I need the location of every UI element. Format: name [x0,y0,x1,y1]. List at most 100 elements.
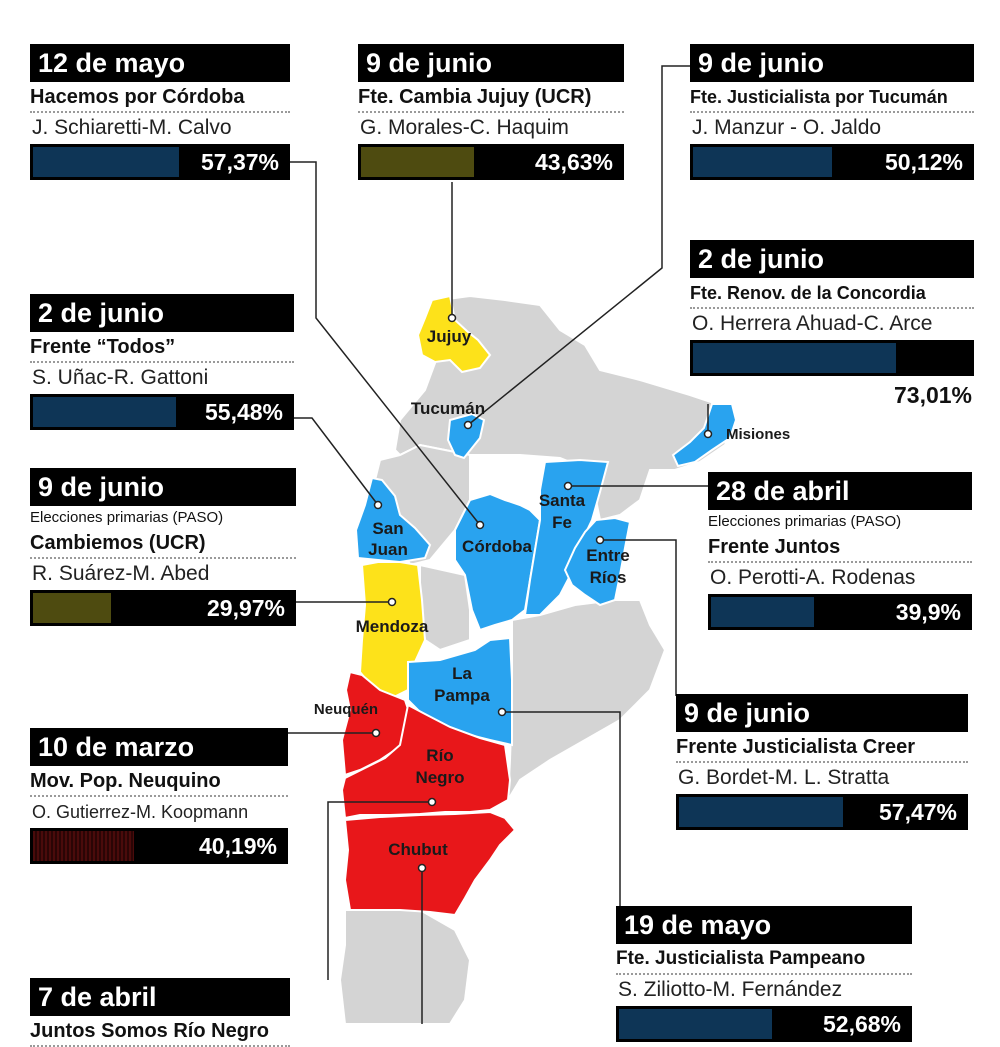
card-cordoba: 12 de mayo Hacemos por Córdoba J. Schiar… [30,44,290,180]
result-percent: 50,12% [884,149,963,175]
card-date: 2 de junio [690,240,974,278]
label-jujuy: Jujuy [426,327,472,346]
result-percent: 29,97% [206,595,285,621]
dot-mendoza [387,597,397,607]
label-entre-rios-2: Ríos [589,568,627,587]
card-party: Frente “Todos” [30,332,294,363]
result-bar: 52,68% [616,1006,912,1042]
dot-jujuy [447,313,457,323]
label-la-pampa-2: Pampa [434,686,490,705]
result-percent: 57,47% [878,799,957,825]
land-buenos-aires [507,599,667,801]
card-rio-negro: 7 de abril Juntos Somos Río Negro [30,978,290,1047]
card-misiones: 2 de junio Fte. Renov. de la Concordia O… [690,240,974,410]
result-bar: 40,19% [30,828,288,864]
card-candidates: O. Perotti-A. Rodenas [710,566,916,589]
result-bar [690,340,974,376]
dot-chubut [417,863,427,873]
card-candidates: J. Schiaretti-M. Calvo [32,116,232,139]
label-san-juan-1: San [372,519,404,538]
leader-entre-rios [600,539,677,696]
card-san-juan: 2 de junio Frente “Todos” S. Uñac-R. Gat… [30,294,294,430]
card-candidates: J. Manzur - O. Jaldo [692,116,882,139]
card-note: Elecciones primarias (PASO) [30,509,224,526]
result-percent: 57,37% [200,149,279,175]
card-party: Frente Justicialista Creer [676,732,968,763]
result-bar-fill [619,1009,772,1039]
label-entre-rios-1: Entre [586,546,630,565]
card-date: 28 de abril [708,472,972,510]
card-santa-fe: 28 de abril Elecciones primarias (PASO) … [708,472,972,630]
card-la-pampa: 19 de mayo Fte. Justicialista Pampeano S… [616,906,912,1042]
land-san-luis [419,563,471,652]
card-party: Mov. Pop. Neuquino [30,766,288,797]
result-bar: 50,12% [690,144,974,180]
card-candidates: R. Suárez-M. Abed [32,562,210,585]
leader-rio-negro [327,801,432,980]
dot-entre-rios [595,535,605,545]
province-jujuy-shape [416,294,492,374]
label-santa-fe-1: Santa [538,491,586,510]
label-neuquen: Neuquén [313,701,379,718]
province-san-juan-shape [354,476,432,564]
card-date: 10 de marzo [30,728,288,766]
result-bar: 39,9% [708,594,972,630]
dot-la-pampa [497,707,507,717]
card-candidates: O. Herrera Ahuad-C. Arce [692,312,933,335]
card-neuquen: 10 de marzo Mov. Pop. Neuquino O. Gutier… [30,728,288,864]
label-la-pampa-1: La [452,664,472,683]
result-bar: 57,37% [30,144,290,180]
label-chubut: Chubut [388,840,448,859]
province-santa-fe-shape [523,458,610,616]
result-percent: 55,48% [204,399,283,425]
label-rio-negro-2: Negro [415,768,465,787]
leader-san-juan [292,417,379,506]
card-candidates: G. Morales-C. Haquim [360,116,569,139]
card-note: Elecciones primarias (PASO) [708,513,902,530]
result-bar: 43,63% [358,144,624,180]
result-bar-fill [33,831,135,861]
label-misiones: Misiones [726,426,791,443]
label-san-juan-2: Juan [368,540,408,559]
card-party: Fte. Renov. de la Concordia [690,278,974,309]
result-bar-fill [693,343,896,373]
result-percent: 43,63% [534,149,613,175]
result-bar: 55,48% [30,394,294,430]
card-tucuman: 9 de junio Fte. Justicialista por Tucumá… [690,44,974,180]
card-candidates: S. Ziliotto-M. Fernández [618,978,843,1001]
result-bar-fill [693,147,833,177]
label-cordoba: Córdoba [462,537,532,556]
dot-neuquen [371,728,381,738]
result-bar: 29,97% [30,590,296,626]
card-candidates: G. Bordet-M. L. Stratta [678,766,890,789]
card-entre-rios: 9 de junio Frente Justicialista Creer G.… [676,694,968,830]
label-santa-fe-2: Fe [552,513,572,532]
card-party: Juntos Somos Río Negro [30,1016,290,1047]
label-rio-negro-1: Río [426,746,454,765]
land-santa-cruz [338,909,472,1024]
card-date: 9 de junio [690,44,974,82]
label-mendoza: Mendoza [355,617,429,636]
dot-santa-fe [563,481,573,491]
result-bar-fill [679,797,844,827]
province-tucuman-shape [446,412,486,460]
card-party: Fte. Justicialista Pampeano [616,944,912,975]
card-date: 7 de abril [30,978,290,1016]
card-mendoza: 9 de junio Elecciones primarias (PASO) C… [30,468,296,626]
card-candidates: S. Uñac-R. Gattoni [32,366,209,389]
card-candidates: O. Gutierrez-M. Koopmann [32,802,249,822]
dot-markers [371,313,713,873]
argentina-map [288,65,738,1024]
result-bar-fill [33,397,177,427]
card-date: 9 de junio [676,694,968,732]
leader-la-pampa [502,711,621,907]
dot-san-juan [373,500,383,510]
result-bar-fill [33,147,179,177]
card-party: Cambiemos (UCR) [30,528,296,559]
card-party: Frente Juntos [708,532,972,563]
card-party: Fte. Justicialista por Tucumán [690,82,974,113]
province-chubut-shape [343,810,517,917]
result-percent: 52,68% [822,1011,901,1037]
dot-tucuman [463,420,473,430]
dot-rio-negro [427,797,437,807]
